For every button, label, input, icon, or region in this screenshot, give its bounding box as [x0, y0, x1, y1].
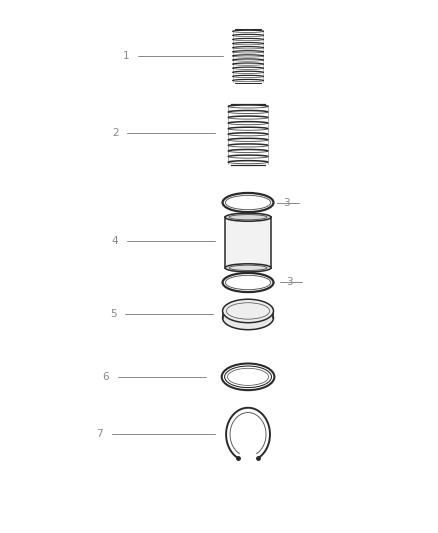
Ellipse shape: [224, 213, 270, 221]
Ellipse shape: [224, 264, 270, 272]
Text: 6: 6: [102, 372, 109, 382]
Ellipse shape: [222, 306, 273, 330]
Text: 2: 2: [112, 128, 118, 138]
Text: 1: 1: [123, 51, 129, 61]
Text: 3: 3: [286, 278, 293, 287]
Bar: [224, 217, 270, 268]
Text: 3: 3: [283, 198, 289, 207]
Text: 4: 4: [112, 236, 118, 246]
Ellipse shape: [222, 299, 273, 322]
Text: 5: 5: [110, 310, 116, 319]
Text: 7: 7: [96, 430, 103, 439]
